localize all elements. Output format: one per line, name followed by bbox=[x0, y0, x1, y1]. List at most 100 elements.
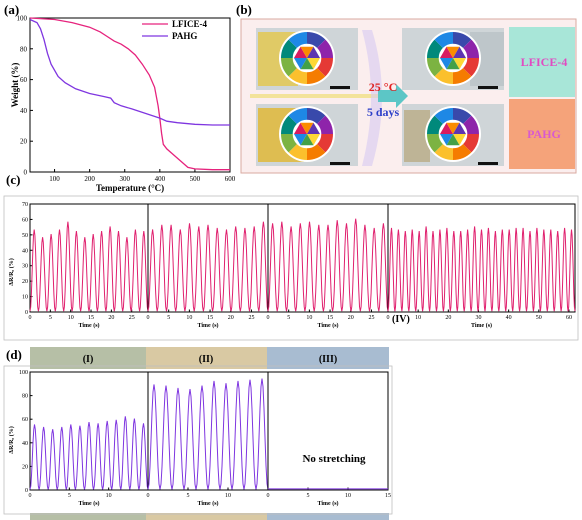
wheel-segment bbox=[317, 134, 333, 153]
wheel-inner-segment bbox=[446, 46, 460, 58]
wheel-segment bbox=[463, 134, 479, 153]
pahg-band bbox=[509, 99, 575, 169]
wheel-inner-segment bbox=[446, 122, 460, 134]
color-wheel-icon bbox=[281, 108, 333, 160]
x-tick-label: 15 bbox=[327, 315, 333, 321]
color-wheel-icon bbox=[281, 32, 333, 84]
wheel-segment bbox=[453, 144, 472, 160]
x-axis-title: Time (s) bbox=[78, 500, 99, 507]
x-tick-label: 10 bbox=[186, 315, 192, 321]
response-line bbox=[387, 226, 576, 312]
panel-b-label: (b) bbox=[236, 2, 252, 17]
wheel-segment bbox=[434, 108, 453, 124]
x-tick-label: 10 bbox=[225, 493, 231, 499]
x-tick-label: 60 bbox=[566, 315, 572, 321]
wheel-inner-segment bbox=[307, 122, 320, 134]
x-tick-label: 0 bbox=[29, 493, 32, 499]
y-tick-label: 40 bbox=[22, 248, 28, 254]
wheel-inner-segment bbox=[453, 58, 466, 70]
x-tick-label: 5 bbox=[68, 493, 71, 499]
segment-frame bbox=[147, 203, 269, 313]
scale-bar bbox=[478, 162, 498, 165]
photo-pahg-initial bbox=[256, 104, 358, 166]
photo-comparison: 25 °C 5 days LFICE-4 PAHG bbox=[240, 18, 577, 174]
x-axis-title: Time (s) bbox=[197, 322, 218, 329]
y-tick-label: 20 bbox=[20, 138, 28, 146]
x-tick-label: 50 bbox=[536, 315, 542, 321]
wheel-segment bbox=[288, 108, 307, 124]
y-tick-label: 30 bbox=[22, 264, 28, 270]
condition-duration: 5 days bbox=[367, 105, 400, 119]
header-i-band bbox=[30, 347, 146, 369]
panel-d-label: (d) bbox=[6, 347, 22, 362]
y-tick-label: 60 bbox=[20, 76, 28, 84]
wheel-segment bbox=[307, 108, 326, 124]
wheel-segment bbox=[307, 32, 326, 48]
panel-c-ylabel: ΔR/R₀ (%) bbox=[8, 258, 15, 285]
scale-bar bbox=[330, 86, 350, 89]
thermogravimetric-plot: 100 200 300 400 500 600 0 20 40 60 80 100 bbox=[17, 15, 236, 184]
panel-c-label: (c) bbox=[6, 172, 20, 187]
x-tick-label: 400 bbox=[155, 175, 166, 183]
y-tick-label: 80 bbox=[20, 45, 28, 53]
x-tick-label: 0 bbox=[267, 315, 270, 321]
wheel-inner-segment bbox=[294, 58, 307, 70]
header-iii-band bbox=[267, 347, 389, 369]
series-pahg-line bbox=[29, 18, 230, 126]
wheel-segment bbox=[434, 68, 453, 84]
wheel-inner-segment bbox=[446, 134, 460, 146]
x-tick-label: 40 bbox=[506, 315, 512, 321]
wheel-inner-segment bbox=[294, 134, 307, 146]
y-tick-label: 50 bbox=[22, 233, 28, 239]
wheel-inner-segment bbox=[453, 122, 466, 134]
x-tick-label: 5 bbox=[287, 315, 290, 321]
x-tick-label: 20 bbox=[228, 315, 234, 321]
x-tick-label: 25 bbox=[368, 315, 374, 321]
x-tick-label: 10 bbox=[106, 493, 112, 499]
x-tick-label: 15 bbox=[88, 315, 94, 321]
x-tick-label: 0 bbox=[147, 493, 150, 499]
panel-d-frame bbox=[3, 365, 393, 515]
x-tick-label: 15 bbox=[207, 315, 213, 321]
panel-a-xlabel: Temperature (°C) bbox=[96, 183, 164, 193]
scale-bar bbox=[330, 162, 350, 165]
header-ii-band bbox=[146, 347, 267, 369]
wheel-segment bbox=[307, 68, 326, 84]
wheel-segment bbox=[463, 58, 479, 77]
wheel-inner-segment bbox=[307, 134, 320, 146]
y-tick-label: 20 bbox=[22, 464, 28, 470]
wheel-inner-segment bbox=[446, 58, 460, 70]
x-tick-label: 0 bbox=[29, 315, 32, 321]
y-tick-label: 80 bbox=[22, 394, 28, 400]
x-tick-label: 10 bbox=[415, 315, 421, 321]
y-tick-label: 0 bbox=[25, 310, 28, 316]
y-tick-label: 70 bbox=[22, 202, 28, 208]
x-tick-label: 25 bbox=[129, 315, 135, 321]
wheel-inner-segment bbox=[300, 122, 314, 134]
x-tick-label: 600 bbox=[225, 175, 236, 183]
y-tick-label: 10 bbox=[22, 295, 28, 301]
wheel-segment bbox=[463, 39, 479, 58]
label-lfice: LFICE-4 bbox=[521, 55, 568, 69]
response-line bbox=[29, 416, 149, 490]
photo-pahg-after bbox=[402, 104, 504, 166]
legend-label-lfice: LFICE-4 bbox=[172, 19, 208, 29]
plot-a-frame bbox=[29, 17, 231, 173]
wheel-segment bbox=[317, 115, 333, 134]
condition-temperature: 25 °C bbox=[369, 80, 397, 94]
wheel-segment bbox=[288, 32, 307, 48]
wheel-inner-segment bbox=[440, 134, 453, 146]
segment-frame bbox=[29, 203, 149, 313]
y-tick-label: 100 bbox=[19, 370, 28, 376]
photo-lfice-initial bbox=[256, 28, 358, 90]
x-tick-label: 15 bbox=[385, 493, 391, 499]
wheel-inner-segment bbox=[453, 134, 466, 146]
x-tick-label: 5 bbox=[167, 315, 170, 321]
y-tick-label: 40 bbox=[22, 441, 28, 447]
wheel-segment bbox=[288, 144, 307, 160]
wheel-segment bbox=[427, 39, 443, 58]
response-line bbox=[267, 218, 389, 312]
wheel-segment bbox=[427, 115, 443, 134]
